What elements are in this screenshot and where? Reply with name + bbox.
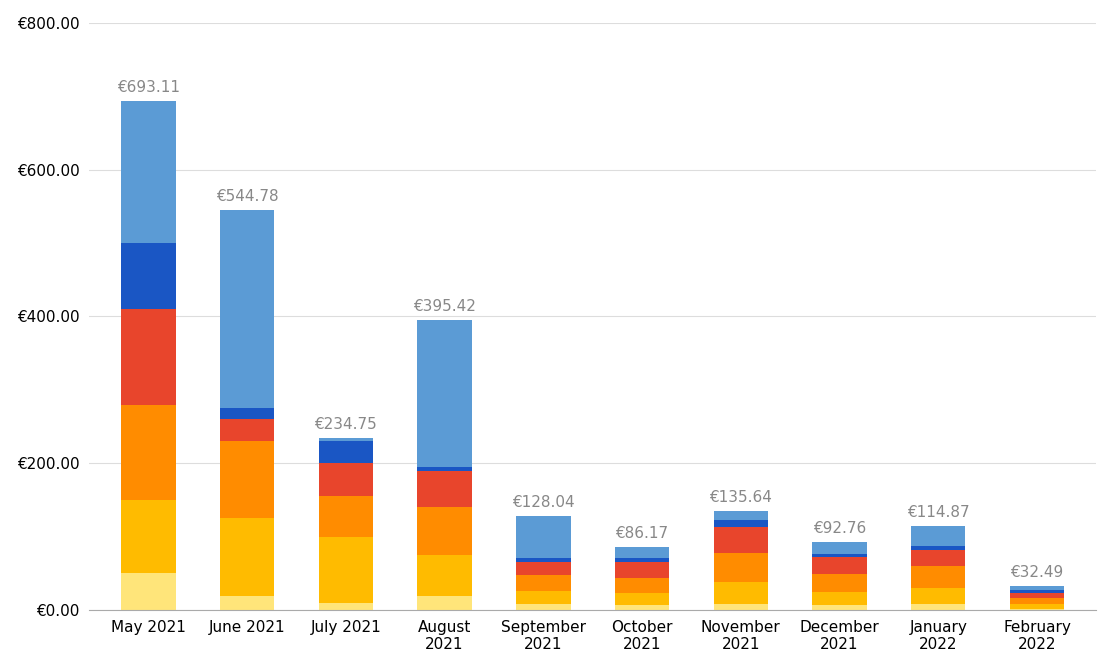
Bar — [417, 555, 472, 595]
Bar — [318, 496, 373, 537]
Text: €92.76: €92.76 — [812, 521, 866, 537]
Bar — [220, 518, 274, 595]
Bar — [615, 558, 669, 562]
Bar — [615, 578, 669, 593]
Text: €395.42: €395.42 — [413, 299, 476, 314]
Text: €135.64: €135.64 — [709, 490, 772, 504]
Bar — [812, 592, 867, 605]
Bar — [121, 243, 176, 309]
Bar — [912, 526, 965, 547]
Bar — [713, 527, 768, 553]
Text: €32.49: €32.49 — [1011, 565, 1064, 581]
Text: €234.75: €234.75 — [315, 417, 377, 432]
Bar — [121, 405, 176, 500]
Bar — [318, 438, 373, 442]
Bar — [220, 419, 274, 442]
Bar — [220, 595, 274, 610]
Bar — [417, 470, 472, 507]
Text: €544.78: €544.78 — [216, 189, 278, 204]
Bar — [1009, 599, 1064, 604]
Bar — [417, 507, 472, 555]
Bar — [812, 573, 867, 592]
Bar — [812, 557, 867, 573]
Bar — [615, 562, 669, 578]
Text: €114.87: €114.87 — [907, 505, 969, 520]
Bar — [1009, 609, 1064, 610]
Bar — [912, 604, 965, 610]
Bar — [318, 464, 373, 496]
Bar — [318, 537, 373, 603]
Bar — [812, 554, 867, 557]
Bar — [121, 500, 176, 573]
Bar — [713, 520, 768, 527]
Bar — [121, 101, 176, 243]
Bar — [121, 309, 176, 405]
Bar — [220, 408, 274, 419]
Bar — [417, 595, 472, 610]
Text: €693.11: €693.11 — [117, 80, 180, 95]
Text: €128.04: €128.04 — [512, 495, 574, 510]
Bar — [220, 442, 274, 518]
Bar — [318, 603, 373, 610]
Bar — [812, 605, 867, 610]
Bar — [615, 593, 669, 605]
Bar — [713, 510, 768, 520]
Bar — [1009, 589, 1064, 593]
Bar — [516, 558, 571, 562]
Bar — [318, 442, 373, 464]
Text: €86.17: €86.17 — [615, 526, 669, 541]
Bar — [912, 588, 965, 604]
Bar — [713, 604, 768, 610]
Bar — [812, 542, 867, 554]
Bar — [516, 562, 571, 575]
Bar — [713, 553, 768, 583]
Bar — [1009, 604, 1064, 609]
Bar — [1009, 593, 1064, 599]
Bar — [516, 575, 571, 591]
Bar — [516, 604, 571, 610]
Bar — [417, 320, 472, 467]
Bar — [516, 591, 571, 604]
Bar — [417, 467, 472, 470]
Bar — [220, 210, 274, 408]
Bar — [121, 573, 176, 610]
Bar — [516, 516, 571, 558]
Bar — [615, 605, 669, 610]
Bar — [1009, 586, 1064, 589]
Bar — [615, 547, 669, 558]
Bar — [912, 566, 965, 588]
Bar — [713, 583, 768, 604]
Bar — [912, 550, 965, 566]
Bar — [912, 547, 965, 550]
